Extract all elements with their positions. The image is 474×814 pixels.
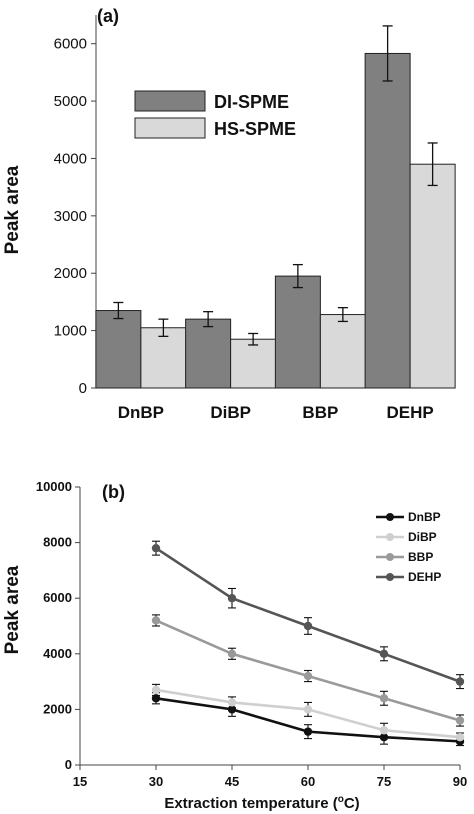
panel-b-legend-label: DnBP (408, 510, 441, 524)
panel-b-legend-label: DiBP (408, 530, 437, 544)
panel-b-x-tick-label: 75 (377, 774, 391, 789)
panel-a-bar (185, 318, 232, 389)
panel-a-category-label: BBP (302, 403, 338, 422)
panel-b-y-tick-label: 10000 (36, 479, 72, 494)
panel-b-data-point (379, 694, 389, 703)
panel-a-legend-swatch (134, 117, 206, 139)
panel-b-legend-marker (386, 513, 394, 521)
panel-b-data-point (303, 727, 313, 736)
panel-a-category-label: DEHP (387, 403, 434, 422)
x-axis-label-end: C) (344, 795, 360, 812)
panel-a-y-tick-label: 0 (79, 380, 87, 397)
panel-a-y-tick-label: 1000 (54, 323, 87, 340)
panel-b-legend-marker (386, 533, 394, 541)
panel-b-data-point (227, 649, 237, 658)
panel-b-data-point (303, 621, 313, 631)
panel-b-data-point (151, 616, 161, 625)
panel-b-data-point (151, 694, 161, 703)
panel-b-y-tick-label: 8000 (43, 535, 72, 550)
panel-a-y-axis-label: Peak area (2, 165, 23, 254)
panel-a-bar (364, 52, 411, 389)
panel-a-bar (274, 275, 321, 389)
panel-b-data-point (227, 594, 237, 603)
panel-a-legend: DI-SPME HS-SPME (134, 90, 296, 139)
line-chart-panel-b: (b) Peak area Extraction temperature (oC… (2, 479, 467, 812)
x-axis-label-main: Extraction temperature ( (164, 795, 337, 812)
panel-b-x-tick-label: 45 (225, 774, 239, 789)
panel-b-data-point (227, 705, 237, 714)
panel-a-category-label: DiBP (210, 403, 251, 422)
panel-b-legend-label: DEHP (408, 570, 441, 584)
panel-b-legend-marker (386, 553, 394, 561)
panel-b-x-tick-label: 60 (301, 774, 315, 789)
panel-b-data-point (151, 543, 161, 553)
panel-a-y-tick-label: 5000 (54, 93, 87, 110)
panel-b-data-point (303, 705, 313, 714)
panel-b-data-point (379, 649, 389, 658)
panel-a-bar (319, 314, 366, 389)
panel-a-y-tick-label: 3000 (54, 208, 87, 225)
bar-chart-panel-a: (a) Peak area 0 1000 2000 3000 4000 5000 6000 D… (2, 6, 456, 422)
panel-b-label: (b) (102, 482, 125, 502)
panel-b-data-point (151, 685, 161, 695)
panel-b-legend-marker (386, 573, 394, 581)
panel-a-legend-swatch (134, 90, 206, 112)
panel-a-y-tick-label: 2000 (54, 265, 87, 282)
panel-b-x-tick-label: 15 (73, 774, 87, 789)
panel-b-data-point (379, 726, 389, 735)
panel-a-y-tick-label: 6000 (54, 36, 87, 53)
panel-b-series-line (155, 547, 461, 683)
panel-a-legend-label: DI-SPME (214, 92, 289, 112)
panel-b-x-axis-label: Extraction temperature (oC) (164, 794, 359, 812)
panel-b-y-tick-label: 4000 (43, 646, 72, 661)
panel-a-bar (140, 327, 187, 389)
x-axis-label-sup: o (338, 794, 344, 805)
panel-b-x-tick-label: 30 (149, 774, 163, 789)
panel-b-y-axis-label: Peak area (2, 565, 23, 654)
panel-b-legend-label: BBP (408, 550, 433, 564)
panel-b-x-tick-label: 90 (453, 774, 467, 789)
panel-b-y-tick-label: 6000 (43, 590, 72, 605)
panel-b-data-point (227, 698, 237, 707)
panel-a-legend-label: HS-SPME (214, 119, 296, 139)
panel-a-bar (95, 310, 142, 389)
panel-a-category-label: DnBP (118, 403, 164, 422)
panel-b-data-point (455, 716, 465, 725)
panel-b-data-point (455, 733, 465, 742)
panel-b-data-point (455, 677, 465, 686)
panel-a-label: (a) (97, 6, 119, 26)
panel-b-y-tick-label: 2000 (43, 701, 72, 716)
panel-a-bar (409, 163, 456, 389)
panel-a-y-tick-label: 4000 (54, 150, 87, 167)
panel-a-bar (230, 338, 277, 389)
panel-b-data-point (303, 671, 313, 681)
panel-b-legend: DnBP DiBP BBP DEHP (376, 510, 441, 584)
panel-b-y-tick-label: 0 (65, 757, 72, 772)
